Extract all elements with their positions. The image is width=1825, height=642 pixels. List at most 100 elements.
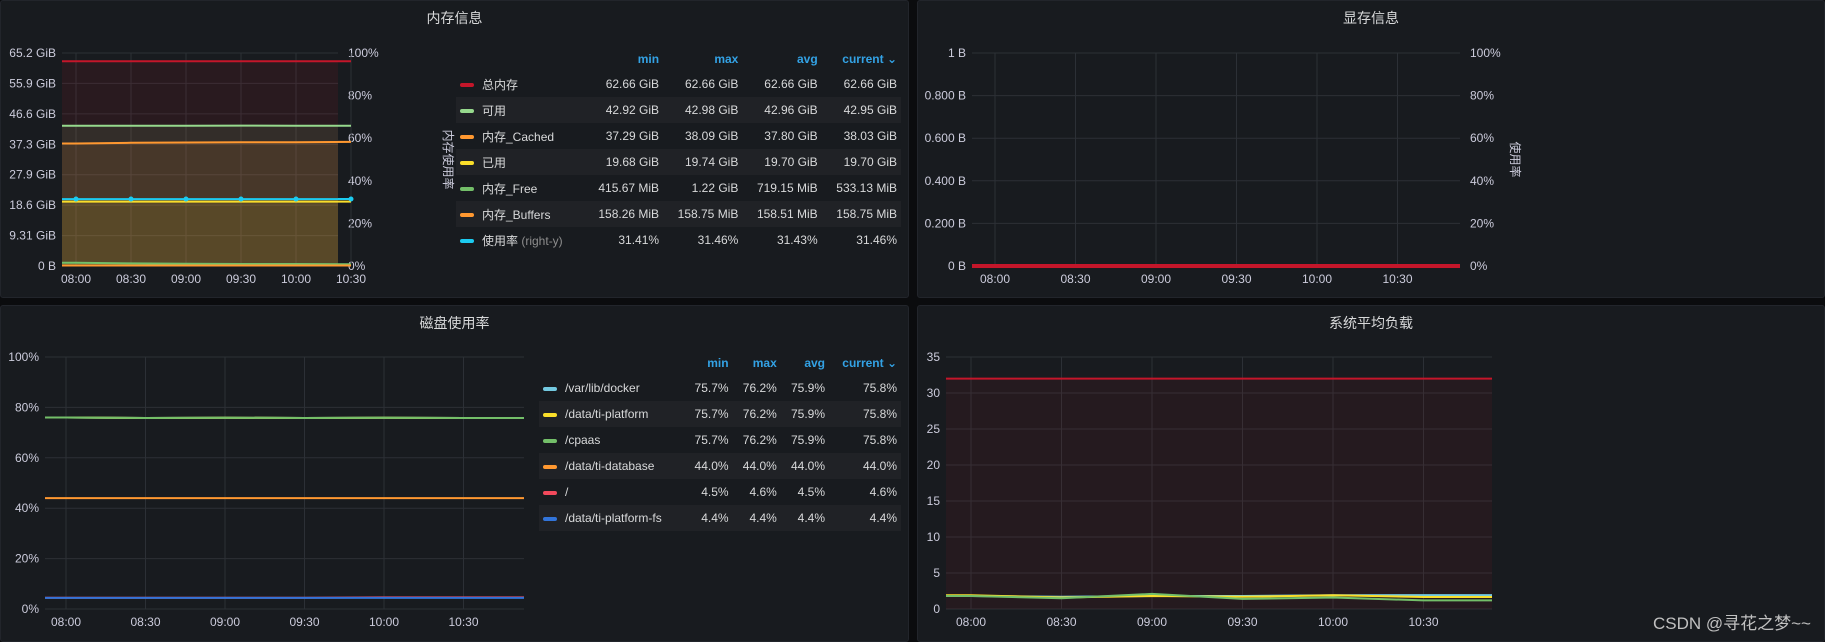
legend-row[interactable]: / 4.5% 4.6% 4.5% 4.6% (539, 479, 901, 505)
legend-label: 使用率 (482, 233, 519, 248)
x-tick-label: 10:00 (1318, 615, 1348, 629)
legend-value-min: 75.7% (694, 433, 729, 447)
y2-tick-label: 0% (1470, 259, 1488, 273)
legend-value-avg: 4.5% (797, 485, 826, 499)
x-tick-label: 10:00 (369, 615, 399, 629)
legend-color-swatch[interactable] (543, 438, 557, 443)
legend-color-swatch[interactable] (460, 239, 474, 244)
legend-color-swatch[interactable] (460, 135, 474, 140)
legend-value-avg: 75.9% (790, 381, 826, 395)
legend-color-swatch[interactable] (543, 490, 557, 495)
legend-row[interactable]: 可用 42.92 GiB 42.98 GiB 42.96 GiB 42.95 GiB (456, 97, 901, 123)
x-tick-label: 10:30 (336, 272, 366, 286)
legend-color-swatch[interactable] (460, 83, 474, 88)
legend-series-name[interactable]: / (539, 479, 684, 505)
legend-series-name[interactable]: 使用率 (right-y) (456, 227, 584, 253)
y-tick-label: 30 (927, 386, 941, 400)
legend-series-name[interactable]: 可用 (456, 97, 584, 123)
legend-color-swatch[interactable] (460, 161, 474, 166)
y2-tick-label: 100% (348, 46, 379, 60)
legend-value-min: 42.92 GiB (583, 97, 664, 123)
legend-color-swatch[interactable] (460, 213, 474, 218)
y2-tick-label: 60% (1470, 131, 1494, 145)
legend-series-name[interactable]: 内存_Free (456, 175, 584, 201)
y-tick-label: 0 (933, 602, 940, 616)
legend-header-series (539, 351, 684, 375)
legend-color-swatch[interactable] (543, 412, 557, 417)
legend-value-max: 42.98 GiB (663, 97, 743, 123)
panel-title[interactable]: 系统平均负载 (1329, 315, 1413, 331)
series-point (183, 196, 189, 202)
legend-value-min: 4.5% (701, 485, 729, 499)
legend-header-min[interactable]: min (707, 356, 729, 370)
series-line (946, 592, 1492, 602)
series-area-fill (62, 61, 351, 266)
x-tick-label: 10:00 (1302, 272, 1332, 286)
y-tick-label: 0.600 B (925, 131, 966, 145)
x-tick-label: 10:00 (281, 272, 311, 286)
legend-value-avg: 42.96 GiB (742, 97, 822, 123)
legend-value-avg: 158.51 MiB (742, 201, 822, 227)
legend-value-max: 76.2% (732, 401, 781, 427)
legend-header-row: min max avg current ⌄ (539, 351, 901, 375)
legend-row[interactable]: /data/ti-database 44.0% 44.0% 44.0% 44.0% (539, 453, 901, 479)
legend-row[interactable]: /data/ti-platform 75.7% 76.2% 75.9% 75.8% (539, 401, 901, 427)
y-tick-label: 60% (15, 451, 39, 465)
series-point (293, 196, 299, 202)
legend-header-avg[interactable]: avg (796, 52, 818, 66)
legend-header-min[interactable]: min (637, 52, 660, 66)
legend-series-name[interactable]: /var/lib/docker (539, 375, 684, 401)
legend-series-name[interactable]: /data/ti-database (539, 453, 685, 479)
legend-color-swatch[interactable] (460, 109, 474, 114)
legend-value-min: 4.4% (684, 505, 733, 531)
legend-color-swatch[interactable] (543, 464, 557, 469)
legend-color-swatch[interactable] (543, 386, 557, 391)
x-tick-label: 09:00 (1141, 272, 1171, 286)
panel-disk-usage: 磁盘使用率 100% 80% 60% 40% 20% 0% 08:00 08:30 09:00 0… (0, 305, 909, 642)
legend-value-min: 19.68 GiB (583, 149, 664, 175)
legend-series-name[interactable]: /cpaas (539, 427, 684, 453)
legend-value-current: 44.0% (829, 453, 901, 479)
legend-header-max[interactable]: max (714, 52, 739, 66)
legend-row[interactable]: 使用率 (right-y) 31.41% 31.46% 31.43% 31.46% (456, 227, 901, 253)
legend-row[interactable]: /data/ti-platform-fs 4.4% 4.4% 4.4% 4.4% (539, 505, 901, 531)
legend-value-avg: 37.80 GiB (764, 129, 818, 143)
y-tick-label: 15 (927, 494, 941, 508)
y-tick-label: 18.6 GiB (9, 198, 56, 212)
legend-color-swatch[interactable] (543, 516, 557, 521)
y-tick-label: 27.9 GiB (9, 168, 56, 182)
legend-header-max[interactable]: max (752, 356, 777, 370)
legend-value-max: 1.22 GiB (691, 181, 739, 195)
panel-title[interactable]: 磁盘使用率 (419, 315, 490, 331)
legend-value-current: 42.95 GiB (821, 97, 901, 123)
legend-row[interactable]: /var/lib/docker 75.7% 76.2% 75.9% 75.8% (539, 375, 901, 401)
legend-row[interactable]: /cpaas 75.7% 76.2% 75.9% 75.8% (539, 427, 901, 453)
legend-header-avg[interactable]: avg (804, 356, 826, 370)
y-tick-label: 20 (927, 458, 941, 472)
legend-header-current[interactable]: current ⌄ (842, 356, 897, 370)
panel-title[interactable]: 内存信息 (426, 10, 483, 26)
y2-tick-label: 80% (1470, 89, 1494, 103)
x-tick-label: 08:30 (130, 615, 160, 629)
legend-header-current[interactable]: current ⌄ (842, 52, 897, 66)
legend-series-name[interactable]: 内存_Cached (456, 123, 584, 149)
legend-row[interactable]: 内存_Free 415.67 MiB 1.22 GiB 719.15 MiB 533.1… (456, 175, 901, 201)
legend-value-max: 76.2% (742, 381, 777, 395)
legend-color-swatch[interactable] (460, 187, 474, 192)
y2-axis-title: 内存使用率 (441, 129, 456, 189)
legend-row[interactable]: 内存_Cached 37.29 GiB 38.09 GiB 37.80 GiB 38.0… (456, 123, 901, 149)
legend-series-name[interactable]: /data/ti-platform-fs (539, 505, 685, 531)
legend-series-name[interactable]: /data/ti-platform (539, 401, 685, 427)
legend-row[interactable]: 已用 19.68 GiB 19.74 GiB 19.70 GiB 19.70 GiB (456, 149, 901, 175)
legend-value-current: 62.66 GiB (843, 77, 897, 91)
legend-series-name[interactable]: 已用 (456, 149, 584, 175)
legend-series-name[interactable]: 总内存 (456, 71, 584, 97)
legend-value-current: 38.03 GiB (843, 129, 897, 143)
panel-title[interactable]: 显存信息 (1343, 10, 1399, 26)
panel-memory: 内存信息 65.2 GiB 55.9 GiB 46.6 GiB 37.3 GiB 27.… (0, 0, 909, 298)
legend-series-name[interactable]: 内存_Buffers (456, 201, 584, 227)
legend-row[interactable]: 内存_Buffers 158.26 MiB 158.75 MiB 158.51 MiB… (456, 201, 901, 227)
y-tick-label: 5 (933, 566, 940, 580)
legend-row[interactable]: 总内存 62.66 GiB 62.66 GiB 62.66 GiB 62.66 GiB (456, 71, 901, 97)
series-area-fill (62, 125, 351, 266)
